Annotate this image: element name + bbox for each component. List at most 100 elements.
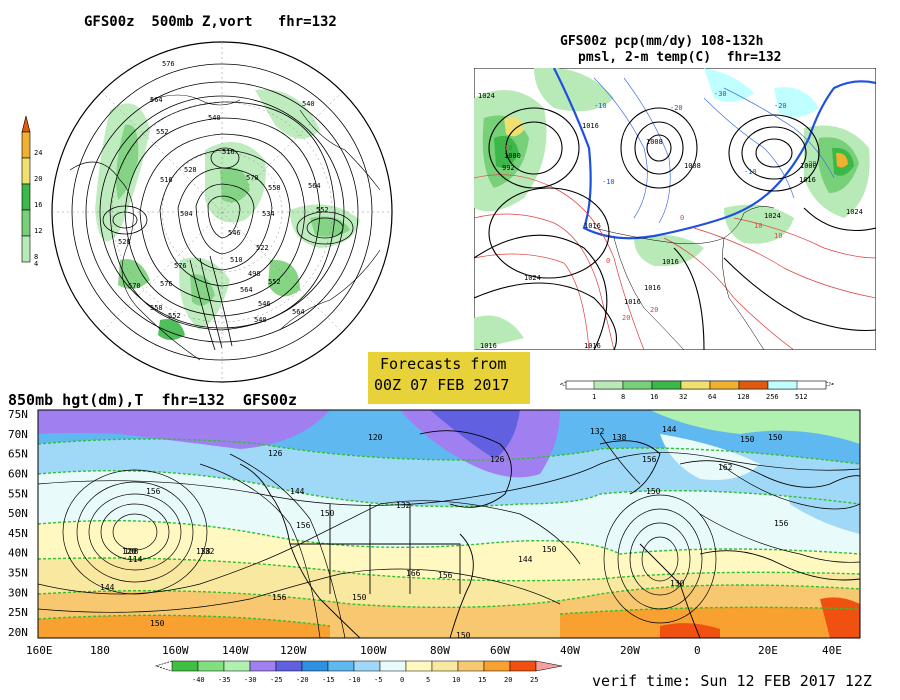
pressure-contours (474, 107, 876, 350)
height-label: 564 (308, 182, 321, 190)
height-label: 150 (542, 545, 557, 554)
colorbar-swatch (767, 380, 798, 390)
longitude-label: 160W (162, 644, 189, 657)
height-label: 156 (296, 521, 311, 530)
pressure-label: 1024 (478, 92, 495, 100)
panel-precip-title-line2: pmsl, 2-m temp(C) fhr=132 (578, 50, 782, 65)
colorbar-tick: -30 (244, 676, 257, 684)
colorbar-tick: 64 (708, 393, 716, 401)
height-label: 150 (768, 433, 783, 442)
longitude-label: 80W (430, 644, 450, 657)
height-label: 576 (162, 60, 175, 68)
height-label: 126 (490, 455, 505, 464)
temperature-label: -10 (602, 178, 615, 186)
colorbar-swatch (457, 660, 485, 672)
height-contours (38, 433, 860, 638)
height-label: 564 (240, 286, 253, 294)
pressure-label: 1016 (662, 258, 679, 266)
height-label: 132 (590, 427, 605, 436)
pressure-label: 1000 (800, 162, 817, 170)
colorbar-tick: 10 (452, 676, 460, 684)
colorbar-arrow (535, 660, 563, 672)
pressure-label: 1016 (582, 122, 599, 130)
longitude-label: 160E (26, 644, 53, 657)
colorbar-swatch (301, 660, 329, 672)
pressure-label: 1008 (684, 162, 701, 170)
height-label: 510 (230, 256, 243, 264)
colorbar-swatch (509, 660, 537, 672)
temperature-label: 20 (622, 314, 630, 322)
height-label: 166 (406, 569, 421, 578)
height-label: 156 (146, 487, 161, 496)
colorbar-tick: -15 (322, 676, 335, 684)
longitude-labels: 160E 180 160W 140W 120W 100W 80W 60W 40W 20W 0 20E 4… (26, 644, 842, 657)
temperature-label: -20 (774, 102, 787, 110)
colorbar-tick: -35 (218, 676, 231, 684)
temperature-label: 0 (606, 257, 610, 265)
height-label: 132 (200, 547, 215, 556)
height-label: 540 (254, 316, 267, 324)
pressure-label: 1016 (480, 342, 497, 350)
height-label: 108 (124, 547, 139, 556)
height-label: 546 (258, 300, 271, 308)
forecasts-from-line1: Forecasts from (380, 355, 507, 373)
pressure-label: 1008 (646, 138, 663, 146)
height-label: 150 (352, 593, 367, 602)
height-label: 130 (670, 579, 685, 588)
longitude-label: 60W (490, 644, 510, 657)
longitude-label: 180 (90, 644, 110, 657)
height-label: 498 (248, 270, 261, 278)
height-label: 552 (156, 128, 169, 136)
height-label: 120 (368, 433, 383, 442)
graticule (52, 42, 392, 382)
forecasts-from-line2: 00Z 07 FEB 2017 (374, 376, 510, 394)
colorbar-tick: 512 (795, 393, 808, 401)
height-label: 150 (320, 509, 335, 518)
height-label: 156 (642, 455, 657, 464)
colorbar-swatch (431, 660, 459, 672)
colorbar-swatch (405, 660, 433, 672)
colorbar-tick: 16 (34, 201, 42, 209)
height-label: 564 (292, 308, 305, 316)
colorbar-tick: -25 (270, 676, 283, 684)
height-label: 150 (150, 619, 165, 628)
latitude-label: 60N (8, 467, 28, 480)
pressure-label: 1016 (584, 342, 601, 350)
colorbar-swatch (622, 380, 653, 390)
panel-precip-colorbar: 1 8 16 32 64 128 256 512 (560, 380, 835, 401)
temperature-label: 10 (504, 144, 512, 152)
latitude-label: 25N (8, 606, 28, 619)
height-label: 162 (718, 463, 733, 472)
latitude-labels: 75N 70N 65N 60N 55N 50N 45N 40N 35N 30N 25N 20N (8, 408, 28, 639)
height-label: 570 (246, 174, 259, 182)
height-label: 552 (168, 312, 181, 320)
colorbar-tick: -10 (348, 676, 361, 684)
latitude-label: 30N (8, 586, 28, 599)
colorbar-swatch (223, 660, 251, 672)
panel-850mb-title: 850mb hgt(dm),T fhr=132 GFS00z (8, 391, 297, 409)
colorbar-tick: 8 (621, 393, 625, 401)
geography-lines (69, 94, 381, 361)
latitude-label: 70N (8, 428, 28, 441)
height-label: 528 (184, 166, 197, 174)
longitude-label: 0 (694, 644, 701, 657)
height-label: 516 (222, 148, 235, 156)
longitude-label: 100W (360, 644, 387, 657)
height-label: 546 (228, 229, 241, 237)
panel-precip-title-line1: GFS00z pcp(mm/dy) 108-132h (560, 34, 764, 49)
colorbar-swatch (738, 380, 769, 390)
pressure-label: 1016 (624, 298, 641, 306)
height-label: 114 (128, 555, 143, 564)
height-label: 156 (774, 519, 789, 528)
pressure-label: 1016 (644, 284, 661, 292)
panel-500mb-map: 24 20 16 12 8 4 (21, 41, 393, 383)
panel-precip-labels: 1024101610081000992101610241016101610241… (478, 90, 863, 350)
geography-lines (593, 206, 775, 350)
colorbar-swatch (651, 380, 682, 390)
pressure-label: 1024 (764, 212, 781, 220)
height-label: 144 (100, 583, 115, 592)
height-label: 558 (268, 184, 281, 192)
longitude-label: 20W (620, 644, 640, 657)
colorbar-tick: -40 (192, 676, 205, 684)
colorbar-tick: 20 (34, 175, 42, 183)
